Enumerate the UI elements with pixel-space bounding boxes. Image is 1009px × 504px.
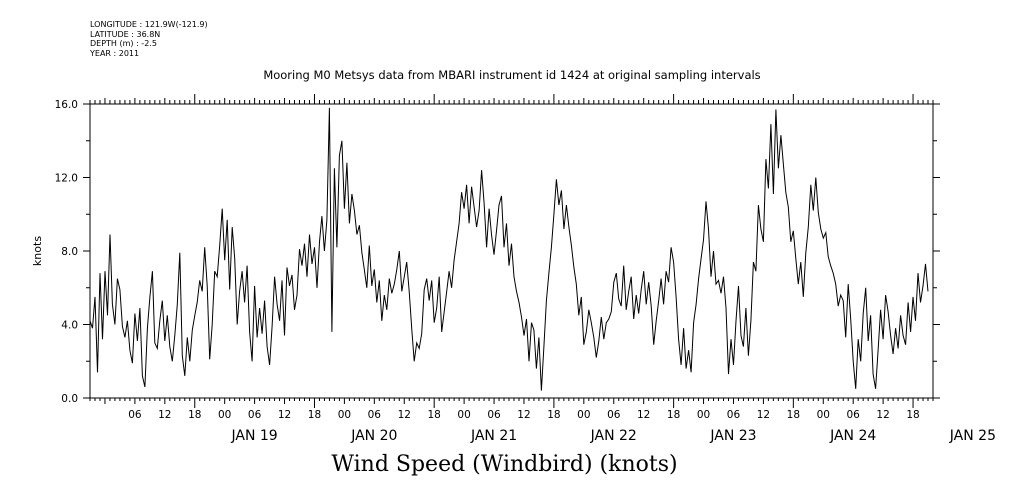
x-hour-tick-label: 12 xyxy=(876,409,889,421)
x-hour-tick-label: 00 xyxy=(817,409,830,421)
x-hour-tick-label: 18 xyxy=(188,409,201,421)
x-hour-tick-label: 06 xyxy=(727,409,741,421)
x-day-label: JAN 21 xyxy=(470,428,517,444)
y-tick-label: 4.0 xyxy=(61,320,78,332)
x-hour-tick-label: 06 xyxy=(368,409,382,421)
x-axis-title: Wind Speed (Windbird) (knots) xyxy=(331,452,678,477)
x-day-label: JAN 19 xyxy=(231,428,278,444)
x-hour-tick-label: 12 xyxy=(158,409,171,421)
depth-label: DEPTH (m) : -2.5 xyxy=(90,39,157,48)
x-day-label: JAN 22 xyxy=(590,428,637,444)
x-hour-tick-label: 00 xyxy=(697,409,710,421)
y-tick-label: 12.0 xyxy=(55,173,78,185)
year-label: YEAR : 2011 xyxy=(90,48,140,58)
x-hour-tick-label: 00 xyxy=(457,409,470,421)
y-tick-label: 0.0 xyxy=(61,393,78,405)
station-metadata: LONGITUDE : 121.9W(-121.9) LATITUDE : 36… xyxy=(90,20,208,58)
x-hour-tick-label: 12 xyxy=(517,409,530,421)
y-tick-label: 8.0 xyxy=(61,246,78,258)
x-hour-tick-label: 06 xyxy=(847,409,861,421)
x-hour-tick-label: 18 xyxy=(308,409,321,421)
latitude-label: LATITUDE : 36.8N xyxy=(90,29,161,39)
x-hour-tick-label: 18 xyxy=(547,409,560,421)
x-day-label: JAN 24 xyxy=(829,428,876,444)
x-day-label: JAN 20 xyxy=(350,428,397,444)
x-hour-tick-label: 18 xyxy=(906,409,919,421)
longitude-label: LONGITUDE : 121.9W(-121.9) xyxy=(90,20,208,29)
x-hour-tick-label: 12 xyxy=(757,409,770,421)
x-hour-tick-label: 12 xyxy=(637,409,650,421)
x-hour-tick-label: 06 xyxy=(248,409,262,421)
x-hour-tick-label: 06 xyxy=(487,409,501,421)
x-day-label: JAN 23 xyxy=(709,428,756,444)
axes-group: 0.0 4.0 8.0 12.0 16.0 06 12 18 00 06 12 18 00 06 12 18 0… xyxy=(55,94,996,444)
x-hour-tick-label: 00 xyxy=(338,409,351,421)
x-hour-tick-label: 00 xyxy=(218,409,231,421)
x-hour-tick-label: 18 xyxy=(667,409,680,421)
x-hour-tick-label: 00 xyxy=(577,409,590,421)
x-hour-tick-label: 12 xyxy=(398,409,411,421)
x-hour-tick-label: 06 xyxy=(128,409,142,421)
x-day-label: JAN 25 xyxy=(949,428,996,444)
series-line-0 xyxy=(89,107,929,391)
chart-title: Mooring M0 Metsys data from MBARI instru… xyxy=(263,68,760,82)
y-axis-label: knots xyxy=(31,236,44,266)
x-hour-tick-label: 06 xyxy=(607,409,621,421)
x-hour-tick-label: 18 xyxy=(427,409,440,421)
x-hour-tick-label: 12 xyxy=(278,409,291,421)
y-tick-label: 16.0 xyxy=(55,99,78,111)
x-hour-tick-label: 18 xyxy=(787,409,800,421)
plot-frame xyxy=(89,103,934,399)
plot-area xyxy=(89,107,929,391)
